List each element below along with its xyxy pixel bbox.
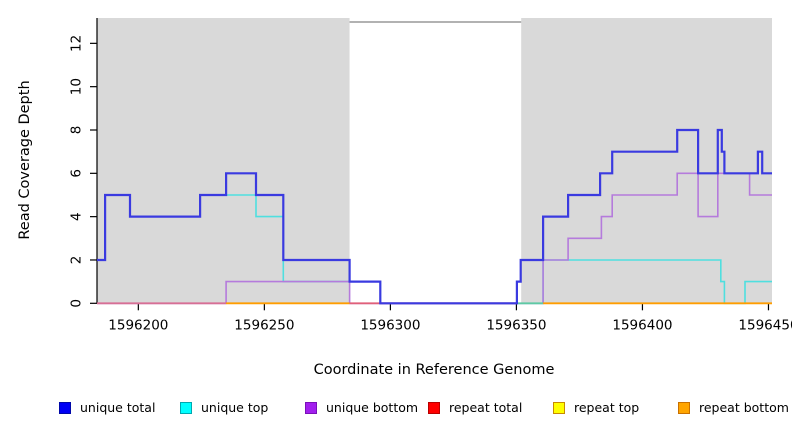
legend-item-unique-top: unique top xyxy=(180,401,268,415)
legend-swatch-icon xyxy=(59,402,71,414)
shaded-region xyxy=(521,18,772,304)
y-tick-label: 6 xyxy=(69,169,85,178)
x-tick-label: 1596400 xyxy=(612,317,672,333)
legend-item-repeat-top: repeat top xyxy=(553,401,639,415)
series-line-unique-total xyxy=(97,128,772,305)
y-tick-label: 0 xyxy=(69,299,85,308)
legend-item-unique-total: unique total xyxy=(59,401,155,415)
y-axis-title: Read Coverage Depth xyxy=(17,80,33,240)
legend-label: unique top xyxy=(201,400,269,415)
y-tick-label: 8 xyxy=(69,126,85,135)
y-tick-label: 4 xyxy=(69,212,85,221)
legend-swatch-icon xyxy=(305,402,317,414)
x-tick-label: 1596200 xyxy=(108,317,168,333)
series-line-unique-bottom xyxy=(97,172,772,305)
legend-item-repeat-total: repeat total xyxy=(428,401,522,415)
x-tick-label: 1596350 xyxy=(486,317,546,333)
x-tick-label: 1596250 xyxy=(234,317,294,333)
x-axis-title: Coordinate in Reference Genome xyxy=(313,362,555,378)
x-tick-label: 1596300 xyxy=(360,317,420,333)
legend-label: unique bottom xyxy=(326,400,419,415)
y-tick-label: 10 xyxy=(69,78,85,95)
shaded-region xyxy=(97,18,350,304)
legend-label: repeat top xyxy=(574,400,640,415)
legend-label: unique total xyxy=(80,400,156,415)
legend-item-unique-bottom: unique bottom xyxy=(305,401,418,415)
y-tick-label: 12 xyxy=(69,35,85,52)
x-tick-label: 1596450 xyxy=(738,317,792,333)
legend-swatch-icon xyxy=(553,402,565,414)
legend-swatch-icon xyxy=(180,402,192,414)
legend-swatch-icon xyxy=(678,402,690,414)
y-tick-label: 2 xyxy=(69,256,85,265)
legend-label: repeat total xyxy=(449,400,523,415)
legend-item-repeat-bottom: repeat bottom xyxy=(678,401,789,415)
legend-label: repeat bottom xyxy=(699,400,789,415)
legend-swatch-icon xyxy=(428,402,440,414)
